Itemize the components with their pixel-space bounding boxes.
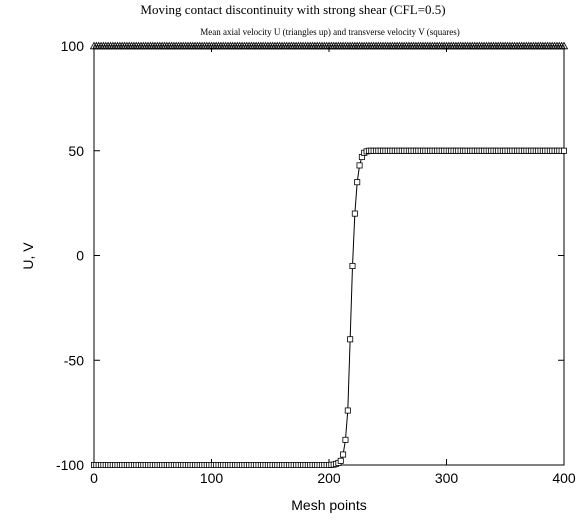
square-marker bbox=[354, 179, 361, 186]
chart-title: Moving contact discontinuity with strong… bbox=[140, 2, 445, 17]
square-marker bbox=[340, 451, 347, 458]
square-marker bbox=[351, 210, 358, 217]
square-marker bbox=[342, 436, 349, 443]
series-line bbox=[94, 150, 564, 466]
square-marker bbox=[337, 457, 344, 464]
x-tick-label: 0 bbox=[90, 470, 98, 486]
x-tick-label: 400 bbox=[552, 470, 576, 486]
y-tick-label: -50 bbox=[64, 352, 84, 368]
axis-ticks: 0 100 200 300 400 -100 -50 0 50 100 bbox=[56, 38, 576, 486]
square-marker bbox=[344, 407, 351, 414]
series-layer bbox=[89, 41, 569, 468]
x-tick-label: 200 bbox=[317, 470, 341, 486]
x-tick-label: 100 bbox=[200, 470, 224, 486]
y-tick-label: 0 bbox=[76, 248, 84, 264]
plot-frame bbox=[93, 45, 565, 466]
square-marker bbox=[561, 147, 568, 154]
square-marker bbox=[349, 262, 356, 269]
chart-subtitle: Mean axial velocity U (triangles up) and… bbox=[200, 27, 460, 37]
y-tick-label: 100 bbox=[61, 38, 85, 54]
y-tick-label: -100 bbox=[56, 457, 84, 473]
x-tick-label: 300 bbox=[435, 470, 459, 486]
x-axis-label: Mesh points bbox=[291, 497, 366, 513]
triangle-marker bbox=[559, 41, 569, 50]
square-marker bbox=[347, 336, 354, 343]
square-marker bbox=[356, 162, 363, 169]
y-axis-label: U, V bbox=[20, 242, 36, 270]
y-tick-label: 50 bbox=[68, 143, 84, 159]
